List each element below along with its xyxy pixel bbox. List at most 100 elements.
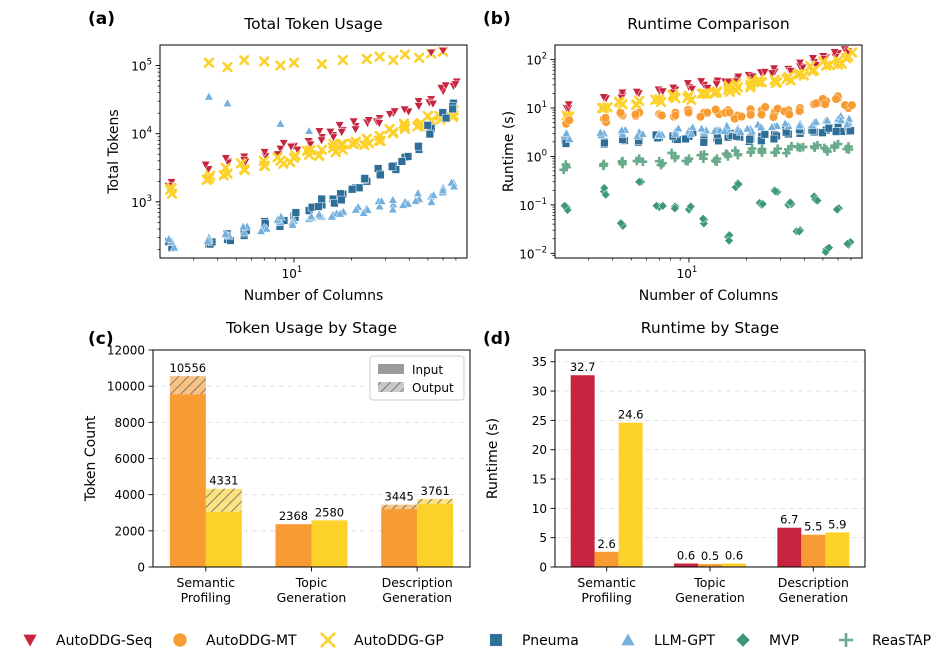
point-reastap — [712, 157, 721, 167]
x-tick-label: 101 — [677, 265, 698, 281]
point-autoddg-seq — [668, 84, 679, 93]
y-tick-label: 4000 — [114, 488, 145, 502]
point-llm-gpt-high — [204, 91, 214, 101]
y-tick-label: 10−1 — [519, 197, 547, 213]
point-pneuma — [824, 124, 833, 133]
panel-label: (b) — [483, 9, 511, 29]
point-autoddg-gp — [770, 77, 782, 88]
point-autoddg-gp-high — [361, 53, 372, 65]
point-llm-gpt — [811, 116, 821, 126]
chart-legend: Input Output — [369, 355, 465, 401]
point-llm-gpt — [842, 119, 852, 129]
plus-icon — [839, 633, 853, 647]
point-reastap — [782, 148, 791, 158]
bottom-legend: AutoDDG-Seq AutoDDG-MT AutoDDG-GP Pneuma LLM… — [22, 632, 931, 649]
x-tick-label: Description — [382, 575, 453, 590]
point-llm-gpt — [351, 204, 361, 214]
bar-autoddg-mt — [698, 564, 722, 567]
bar-value-label: 24.6 — [618, 408, 644, 422]
point-autoddg-gp-high — [337, 54, 349, 66]
point-autoddg-seq — [687, 85, 697, 94]
point-autoddg-gp — [328, 138, 339, 149]
point-llm-gpt — [617, 125, 627, 134]
point-autoddg-gp — [259, 160, 271, 172]
point-autoddg-seq — [200, 160, 211, 170]
y-tick-label: 104 — [131, 126, 152, 142]
legend-label: Output — [412, 381, 454, 395]
point-autoddg-seq — [316, 136, 327, 146]
point-autoddg-mt — [757, 109, 767, 120]
point-autoddg-gp-high — [259, 56, 270, 67]
point-llm-gpt — [772, 120, 782, 130]
point-autoddg-mt — [847, 100, 857, 110]
point-autoddg-gp — [723, 80, 734, 92]
panel-b: (b) Runtime Comparison Number of Columns Ru… — [483, 9, 863, 304]
triangle-up-icon — [620, 632, 636, 646]
y-tick-base: 10 — [131, 128, 146, 142]
point-autoddg-seq — [617, 88, 628, 98]
point-autoddg-gp — [818, 56, 829, 67]
x-tick-label: Generation — [778, 590, 848, 605]
point-autoddg-gp — [165, 184, 176, 195]
x-axis-label: Number of Columns — [639, 288, 779, 304]
point-autoddg-gp — [384, 123, 395, 135]
bar-value-label: 32.7 — [570, 360, 596, 374]
point-pneuma — [818, 128, 827, 137]
point-reastap — [722, 150, 732, 159]
point-autoddg-seq — [292, 146, 303, 155]
point-reastap — [599, 160, 608, 170]
point-autoddg-mt — [831, 94, 841, 104]
point-autoddg-seq — [696, 77, 706, 87]
y-tick-label: 2000 — [114, 524, 145, 538]
x-tick-label: Description — [778, 575, 849, 590]
bar-input-autoddg-mt — [275, 524, 312, 567]
point-pneuma — [376, 170, 385, 179]
point-autoddg-gp — [596, 102, 608, 114]
point-autoddg-mt — [696, 112, 706, 122]
point-autoddg-seq — [221, 154, 231, 163]
point-autoddg-gp — [205, 170, 216, 181]
chart-title: Runtime by Stage — [641, 319, 779, 337]
y-tick-label: 25 — [532, 414, 547, 428]
point-autoddg-gp — [613, 96, 625, 107]
point-autoddg-gp — [422, 110, 434, 122]
data-points — [559, 45, 858, 257]
point-autoddg-seq — [385, 110, 395, 120]
point-llm-gpt — [388, 195, 398, 204]
point-mvp — [733, 179, 744, 189]
point-autoddg-gp — [330, 147, 341, 158]
point-pneuma — [760, 130, 769, 139]
bar-value-label: 5.9 — [828, 517, 846, 531]
point-reastap — [638, 157, 648, 167]
point-mvp — [770, 186, 780, 196]
point-mvp — [559, 201, 570, 211]
point-autoddg-seq — [325, 128, 336, 137]
point-mvp — [601, 190, 611, 200]
point-llm-gpt — [327, 211, 337, 221]
y-tick-exponent: −1 — [534, 197, 547, 207]
legend-item-label: LLM-GPT — [654, 633, 716, 649]
y-tick-exponent: −2 — [534, 245, 547, 255]
y-tick-label: 10 — [532, 502, 547, 516]
bar-value-label: 4331 — [209, 474, 238, 488]
point-autoddg-gp — [359, 139, 370, 151]
point-autoddg-mt — [615, 108, 626, 118]
point-autoddg-gp — [313, 150, 324, 161]
point-autoddg-seq — [441, 81, 451, 91]
point-autoddg-seq-high — [426, 48, 436, 58]
bar-value-label: 3445 — [385, 490, 414, 504]
panel-label: (a) — [88, 9, 115, 29]
bar-value-label: 2368 — [279, 509, 308, 523]
point-autoddg-gp — [846, 47, 858, 58]
point-autoddg-seq — [413, 97, 424, 107]
data-points — [163, 46, 462, 252]
point-reastap — [699, 154, 708, 163]
x-tick-base: 10 — [282, 267, 297, 281]
point-pneuma — [769, 134, 779, 144]
point-reastap — [559, 165, 568, 175]
x-tick-label: Generation — [675, 590, 745, 605]
point-llm-gpt — [844, 113, 854, 123]
bar-value-label: 10556 — [170, 361, 207, 375]
x-tick-label: Generation — [382, 590, 452, 605]
point-autoddg-gp — [655, 96, 667, 108]
